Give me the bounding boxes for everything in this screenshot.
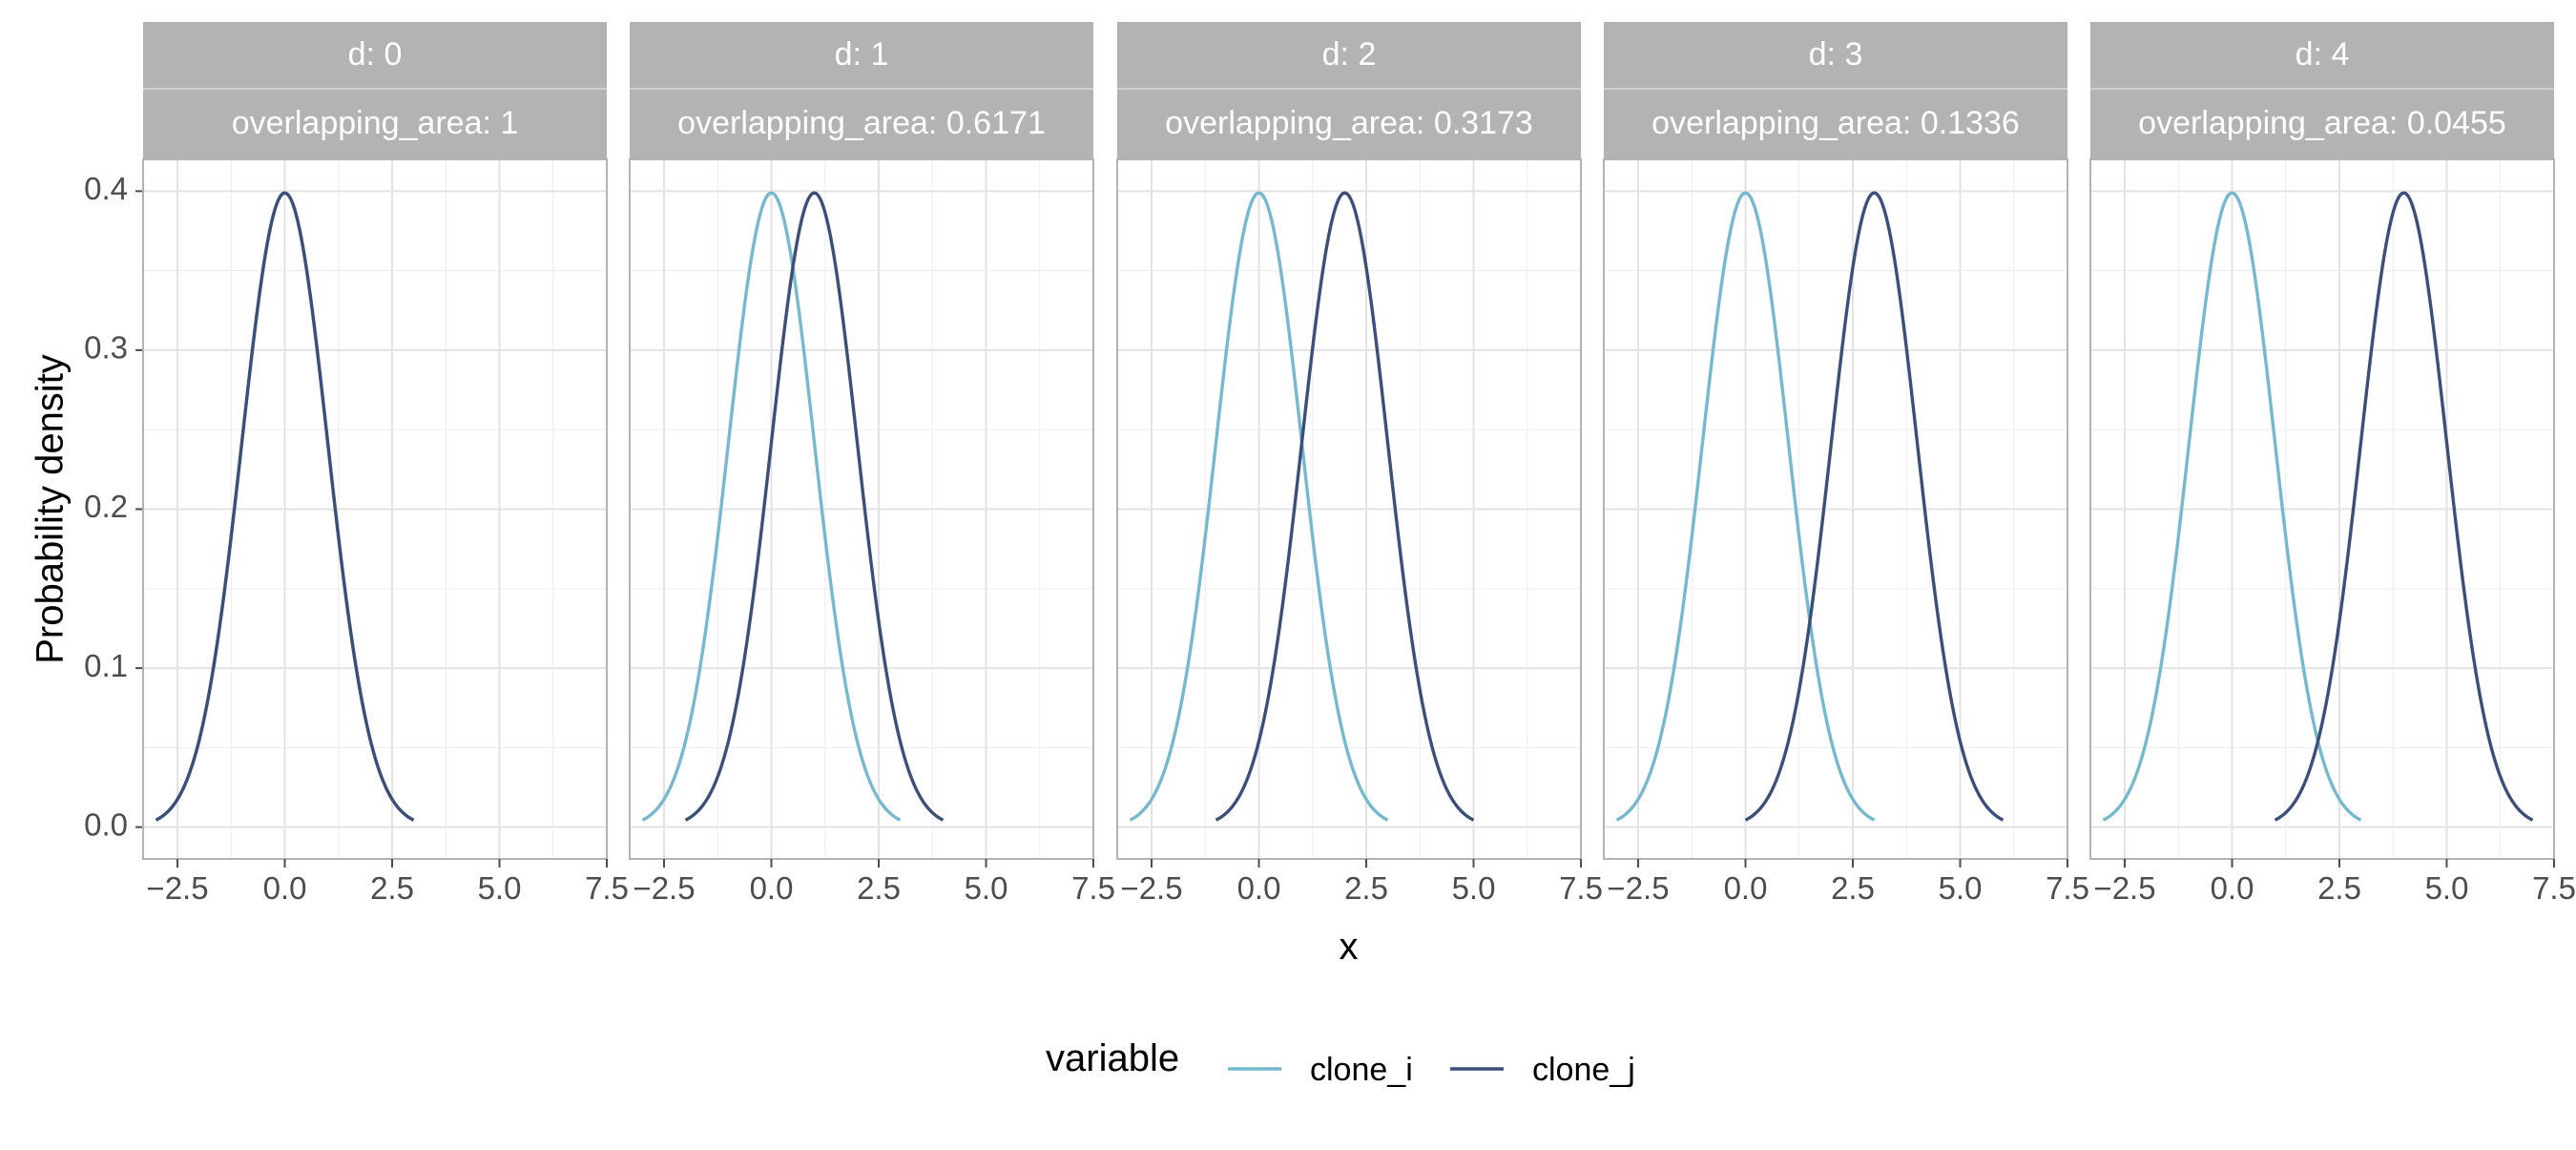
x-tick-label: −2.5 — [1120, 870, 1182, 906]
strip-label-d: d: 2 — [1322, 36, 1377, 73]
x-tick-label: 0.0 — [2211, 870, 2254, 906]
x-tick-label: −2.5 — [146, 870, 208, 906]
x-tick-label: 7.5 — [1559, 870, 1603, 906]
facet-strip-top — [1604, 22, 2067, 89]
strip-label-overlap: overlapping_area: 0.0455 — [2138, 105, 2506, 141]
x-tick-label: 0.0 — [1724, 870, 1768, 906]
x-tick-label: 7.5 — [2046, 870, 2089, 906]
facet-strip-bottom — [1604, 89, 2067, 159]
strip-label-d: d: 3 — [1809, 36, 1863, 73]
x-tick-label: 7.5 — [1071, 870, 1115, 906]
facet-strip-top — [1117, 22, 1581, 89]
x-tick-label: 7.5 — [585, 870, 629, 906]
strip-label-d: d: 0 — [348, 36, 403, 73]
x-tick-label: −2.5 — [633, 870, 695, 906]
density-line-clone_j — [155, 191, 415, 822]
facet-strip-top — [143, 22, 607, 89]
legend-title: variable — [1046, 1037, 1179, 1079]
y-tick-label: 0.2 — [84, 489, 128, 524]
x-tick-label: 0.0 — [750, 870, 794, 906]
y-tick-label: 0.0 — [84, 806, 128, 842]
x-tick-label: 2.5 — [857, 870, 901, 906]
strip-label-overlap: overlapping_area: 0.1336 — [1652, 105, 2020, 141]
facet-panel-4: d: 4 overlapping_area: 0.0455 −2.5 0.0 2.5 5.… — [2089, 22, 2576, 906]
density-line-clone_j — [1744, 191, 2005, 822]
legend-label-clone_i: clone_i — [1310, 1052, 1413, 1088]
facet-panel-1: d: 1 overlapping_area: 0.6171 −2.5 0.0 2.5 5.… — [629, 22, 1115, 906]
strip-label-d: d: 4 — [2296, 36, 2350, 73]
density-line-clone_j — [684, 191, 945, 822]
x-tick-label: 7.5 — [2532, 870, 2576, 906]
legend: variable clone_i clone_j — [1046, 1037, 1635, 1088]
x-tick-label: 5.0 — [965, 870, 1008, 906]
facet-strip-top — [630, 22, 1093, 89]
panel-border — [629, 158, 1094, 860]
density-line-clone_i — [1615, 191, 1876, 822]
facet-strip-bottom — [1117, 89, 1581, 159]
x-tick-label: 5.0 — [478, 870, 522, 906]
x-tick-label: 5.0 — [1939, 870, 1983, 906]
x-tick-label: −2.5 — [1607, 870, 1669, 906]
x-tick-label: 5.0 — [2425, 870, 2469, 906]
facet-panel-2: d: 2 overlapping_area: 0.3173 −2.5 0.0 2.5 5.… — [1116, 22, 1603, 906]
facet-strip-top — [2090, 22, 2554, 89]
strip-label-d: d: 1 — [835, 36, 889, 73]
strip-label-overlap: overlapping_area: 0.3173 — [1165, 105, 1533, 141]
density-line-clone_j — [2274, 191, 2534, 822]
panel-border — [142, 158, 608, 860]
x-axis-title: x — [1340, 926, 1359, 968]
facet-strip-bottom — [143, 89, 607, 159]
x-tick-label: 0.0 — [1237, 870, 1281, 906]
facet-panel-3: d: 3 overlapping_area: 0.1336 −2.5 0.0 2.5 5.… — [1603, 22, 2089, 906]
x-tick-label: 2.5 — [370, 870, 414, 906]
x-tick-label: 2.5 — [1831, 870, 1875, 906]
density-line-clone_i — [1129, 191, 1389, 822]
x-tick-label: −2.5 — [2093, 870, 2155, 906]
x-tick-label: 2.5 — [2317, 870, 2361, 906]
facet-strip-bottom — [630, 89, 1093, 159]
legend-label-clone_j: clone_j — [1532, 1052, 1635, 1088]
x-tick-label: 0.0 — [263, 870, 307, 906]
density-line-clone_i — [641, 191, 902, 822]
y-tick-label: 0.3 — [84, 330, 128, 366]
x-tick-label: 5.0 — [1452, 870, 1496, 906]
y-tick-label: 0.4 — [84, 171, 128, 206]
facet-panel-0: d: 0 overlapping_area: 1 −2.5 0.0 2.5 5.0 7.5 — [142, 22, 629, 906]
strip-label-overlap: overlapping_area: 1 — [232, 105, 519, 141]
density-line-clone_j — [1215, 191, 1475, 822]
facet-strip-bottom — [2090, 89, 2554, 159]
strip-label-overlap: overlapping_area: 0.6171 — [677, 105, 1046, 141]
y-axis-title: Probability density — [30, 354, 72, 664]
panel-border — [1603, 158, 2068, 860]
panel-border — [2089, 158, 2555, 860]
panel-border — [1116, 158, 1582, 860]
y-tick-label: 0.1 — [84, 648, 128, 683]
x-tick-label: 2.5 — [1344, 870, 1388, 906]
